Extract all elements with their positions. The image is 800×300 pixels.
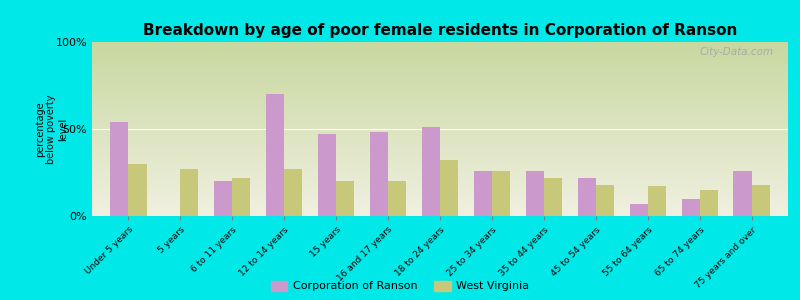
Bar: [526, 171, 544, 216]
Bar: [284, 169, 302, 216]
Bar: [388, 181, 406, 216]
Bar: [180, 169, 198, 216]
Bar: [630, 204, 648, 216]
Bar: [232, 178, 250, 216]
Bar: [648, 186, 666, 216]
Bar: [474, 171, 492, 216]
Bar: [318, 134, 336, 216]
Bar: [422, 127, 440, 216]
Y-axis label: percentage
below poverty
level: percentage below poverty level: [34, 94, 68, 164]
Bar: [596, 185, 614, 216]
Bar: [544, 178, 562, 216]
Bar: [370, 133, 388, 216]
Bar: [752, 185, 770, 216]
Text: City-Data.com: City-Data.com: [700, 47, 774, 57]
Bar: [682, 199, 700, 216]
Bar: [214, 181, 232, 216]
Bar: [336, 181, 354, 216]
Legend: Corporation of Ranson, West Virginia: Corporation of Ranson, West Virginia: [270, 281, 530, 291]
Bar: [440, 160, 458, 216]
Bar: [734, 171, 752, 216]
Bar: [128, 164, 146, 216]
Title: Breakdown by age of poor female residents in Corporation of Ranson: Breakdown by age of poor female resident…: [143, 23, 737, 38]
Bar: [492, 171, 510, 216]
Bar: [578, 178, 596, 216]
Bar: [110, 122, 128, 216]
Bar: [266, 94, 284, 216]
Bar: [700, 190, 718, 216]
